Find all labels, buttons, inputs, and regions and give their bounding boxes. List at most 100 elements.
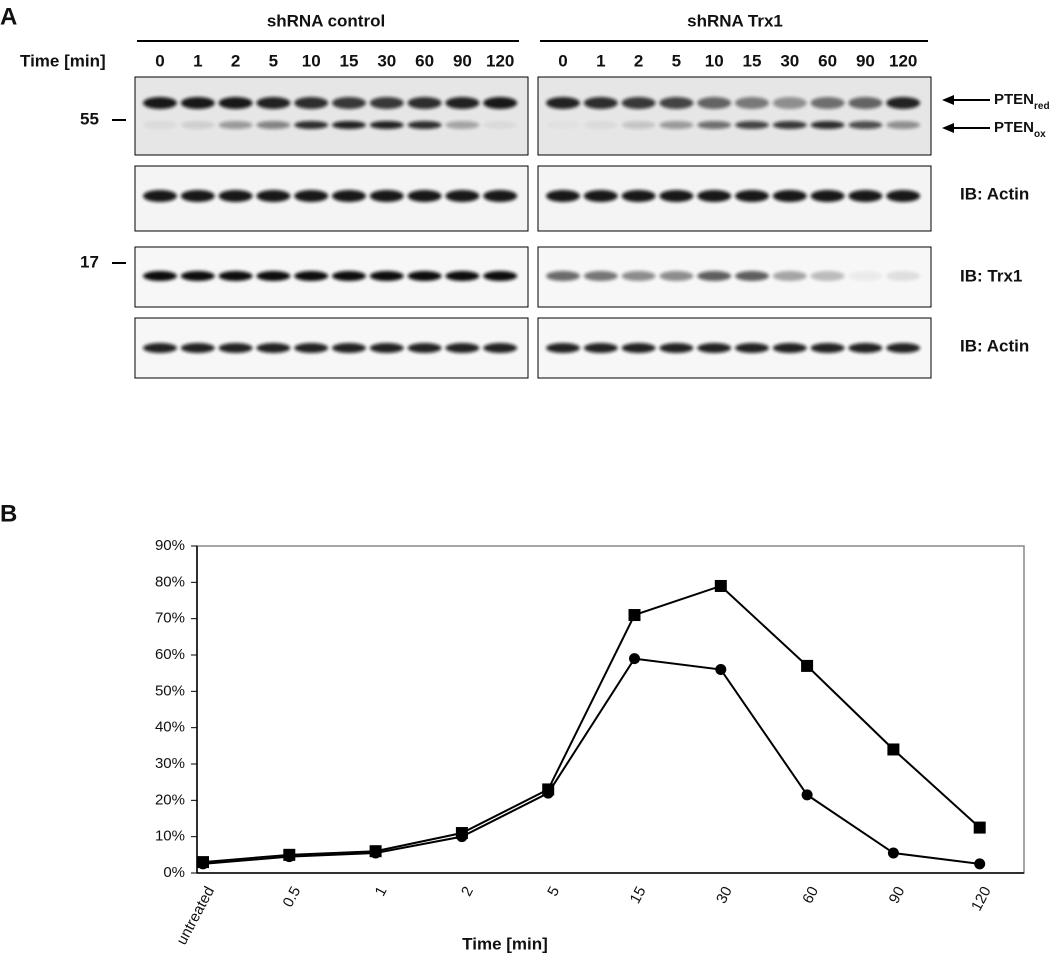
band [546,343,580,353]
panel-label: A [0,3,17,30]
series-line [202,657,980,865]
band [772,271,807,281]
marker [283,851,295,863]
band [332,190,366,202]
band [583,121,618,129]
band [256,271,291,281]
marker [887,847,899,859]
time-label: Time [min] [20,51,106,70]
band [369,121,404,129]
band [772,190,807,202]
band [445,97,480,109]
band [143,271,177,281]
band [697,190,732,202]
lane-label: 5 [672,51,681,70]
lane-label: 60 [818,51,837,70]
band [369,343,404,353]
band [256,190,291,202]
band [583,97,618,109]
band [848,121,883,129]
blot-label: IB: Actin [960,336,1029,355]
band [735,271,769,281]
lane-label: 10 [302,51,321,70]
pten-main: PTEN [994,119,1034,136]
band [810,190,845,202]
band [697,97,732,109]
group-title: shRNA Trx1 [687,11,783,30]
y-tick-label: 20% [155,791,185,808]
band [143,190,177,202]
x-axis-title: Time [min] [462,934,548,953]
x-tick-label: 5 [544,884,563,899]
band [583,343,618,353]
band [180,190,215,202]
band [621,343,656,353]
band [445,121,480,129]
band [143,97,177,109]
band [143,121,177,129]
band [256,343,291,353]
marker [973,821,986,834]
band [407,190,442,202]
pten-label: PTENred [994,91,1050,112]
lane-label: 5 [269,51,278,70]
band [407,271,442,281]
lane-label: 60 [415,51,434,70]
band [407,97,442,109]
y-tick-label: 30% [155,755,185,772]
band [848,271,883,281]
band [369,271,404,281]
series-line [202,584,981,864]
lane-label: 10 [705,51,724,70]
band [886,97,921,109]
band [332,121,366,129]
band [886,271,921,281]
band [810,271,845,281]
blot [537,76,932,156]
lane-label: 2 [231,51,240,70]
band [294,121,329,129]
band [407,343,442,353]
band [583,190,618,202]
arrow [942,95,990,105]
marker [887,743,900,756]
mw-marker: 17 [80,252,99,271]
pten-sub: ox [1034,129,1046,140]
band [659,190,694,202]
lane-label: 1 [596,51,605,70]
band [810,97,845,109]
band [294,271,329,281]
lane-label: 90 [856,51,875,70]
marker [714,579,727,592]
band [294,97,329,109]
panel-label: B [0,500,17,527]
band [772,97,807,109]
band [218,343,253,353]
pten-label: PTENox [994,119,1046,140]
band [218,271,253,281]
plot-frame [196,545,1025,874]
marker [801,789,813,801]
band [546,190,580,202]
band [180,121,215,129]
band [621,190,656,202]
x-tick-label: 60 [799,884,822,907]
band [180,271,215,281]
band [621,97,656,109]
band [483,97,518,109]
band [180,97,215,109]
band [735,97,769,109]
band [180,343,215,353]
band [659,271,694,281]
band [697,121,732,129]
band [407,121,442,129]
arrow [942,123,990,133]
lane-label: 30 [780,51,799,70]
band [256,97,291,109]
band [697,343,732,353]
band [546,271,580,281]
band [886,343,921,353]
band [369,97,404,109]
mw-marker: 55 [80,109,99,128]
lane-label: 15 [743,51,762,70]
